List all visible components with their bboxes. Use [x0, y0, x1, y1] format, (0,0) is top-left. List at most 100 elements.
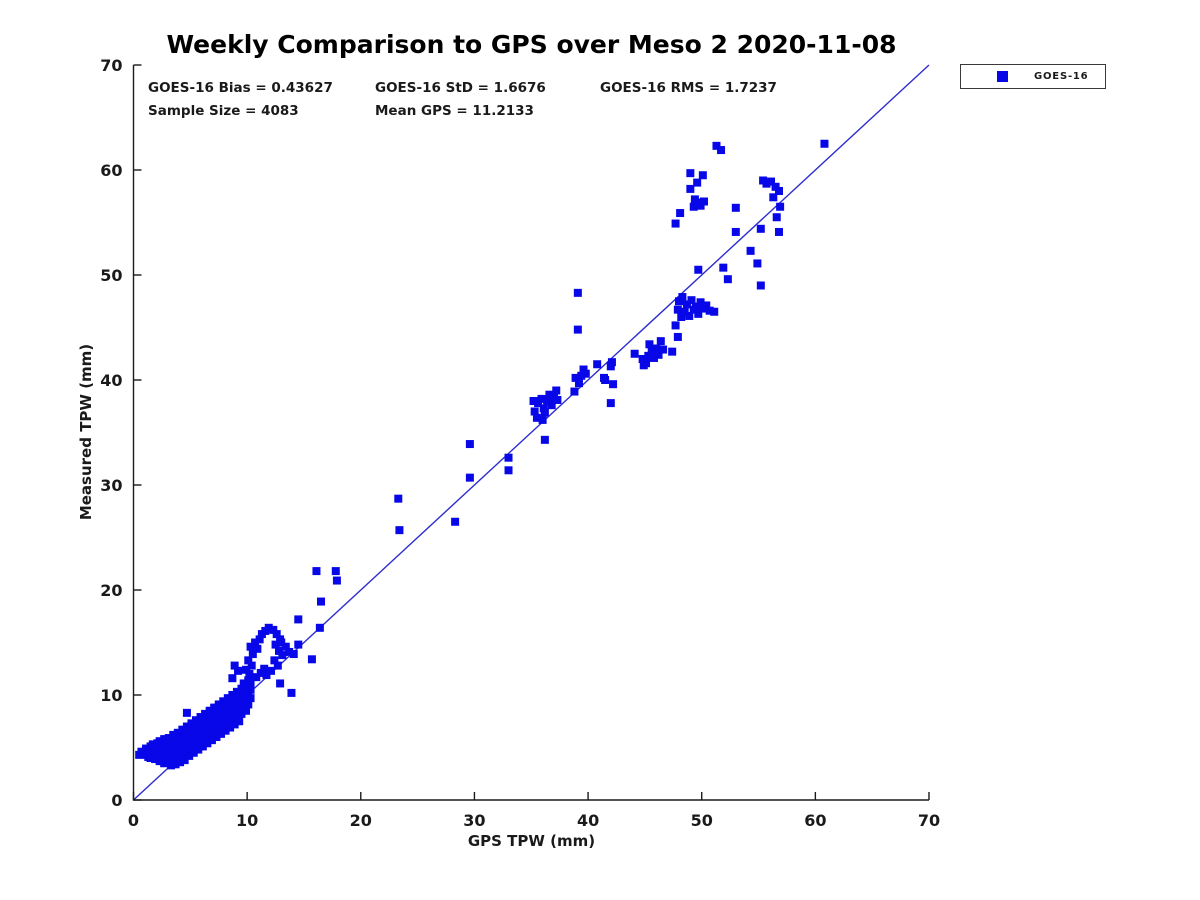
scatter-point	[230, 720, 239, 729]
scatter-point	[294, 640, 303, 649]
scatter-point	[698, 171, 707, 180]
chart-title: Weekly Comparison to GPS over Meso 2 202…	[166, 30, 897, 59]
scatter-point	[248, 650, 257, 659]
scatter-point	[769, 193, 778, 202]
scatter-point	[465, 473, 474, 482]
y-axis-tick-label: 60	[100, 161, 122, 180]
scatter-point	[173, 752, 182, 761]
y-axis-tick-label: 30	[100, 476, 122, 495]
scatter-point	[214, 725, 223, 734]
scatter-point	[317, 597, 326, 606]
scatter-point	[226, 723, 235, 732]
scatter-point	[723, 275, 732, 284]
scatter-point	[540, 408, 549, 417]
scatter-point	[331, 567, 340, 576]
scatter-point	[315, 623, 324, 632]
scatter-point	[644, 351, 653, 360]
scatter-point	[242, 665, 251, 674]
stat-bias: GOES-16 Bias = 0.43627	[148, 80, 333, 96]
scatter-point	[178, 750, 187, 759]
x-axis-tick-label: 70	[918, 811, 940, 830]
y-axis-tick-label: 20	[100, 581, 122, 600]
scatter-point	[762, 179, 771, 188]
x-axis-label: GPS TPW (mm)	[467, 832, 596, 850]
scatter-point	[717, 146, 726, 155]
scatter-point	[702, 301, 711, 310]
scatter-point	[245, 670, 254, 678]
scatter-point	[573, 325, 582, 334]
scatter-point	[232, 713, 241, 722]
scatter-point	[649, 353, 658, 362]
scatter-point	[289, 650, 298, 659]
scatter-point	[820, 139, 829, 148]
scatter-point	[255, 635, 264, 644]
x-axis-tick-label: 50	[691, 811, 713, 830]
scatter-point	[677, 313, 686, 321]
scatter-point	[210, 728, 219, 737]
scatter-point	[753, 259, 762, 268]
scatter-point	[312, 567, 321, 576]
scatter-point	[171, 740, 180, 749]
stat-sample-size: Sample Size = 4083	[148, 103, 299, 119]
scatter-point	[307, 655, 316, 664]
y-axis-tick-label: 70	[100, 56, 122, 75]
scatter-point	[262, 671, 271, 680]
scatter-point	[579, 365, 588, 374]
scatter-point	[182, 747, 191, 756]
scatter-point	[162, 754, 171, 762]
scatter-point	[278, 651, 287, 660]
scatter-point	[694, 309, 703, 318]
scatter-point	[654, 350, 663, 359]
scatter-point	[607, 358, 616, 367]
scatter-point	[606, 362, 615, 371]
scatter-point	[237, 709, 246, 718]
scatter-point	[529, 397, 538, 405]
scatter-point	[676, 209, 685, 218]
scatter-point	[686, 169, 695, 178]
scatter-point	[160, 759, 169, 768]
scatter-point	[581, 369, 590, 378]
scatter-point	[167, 761, 176, 770]
scatter-point	[659, 345, 668, 354]
scatter-point	[260, 664, 269, 673]
scatter-point	[201, 735, 210, 744]
y-axis-label-text: Measured TPW (mm)	[77, 343, 95, 521]
scatter-point	[774, 227, 783, 236]
scatter-point	[552, 386, 561, 395]
scatter-point	[247, 661, 256, 670]
scatter-point	[705, 306, 714, 315]
scatter-point	[696, 201, 705, 210]
legend-marker-square-icon	[997, 71, 1008, 82]
scatter-point	[246, 685, 255, 694]
scatter-point	[196, 738, 205, 747]
scatter-point	[772, 213, 781, 222]
stat-mean-gps: Mean GPS = 11.2133	[375, 103, 534, 119]
scatter-point	[277, 638, 286, 647]
scatter-point	[205, 731, 214, 740]
scatter-point	[710, 307, 719, 316]
scatter-point	[532, 413, 541, 422]
y-axis-tick-label: 10	[100, 686, 122, 705]
scatter-point	[228, 716, 237, 725]
scatter-point	[699, 197, 708, 206]
scatter-point	[593, 360, 602, 369]
scatter-point	[287, 688, 296, 697]
scatter-point	[693, 178, 702, 187]
legend-item-label: GOES-16	[1034, 71, 1089, 82]
scatter-point	[647, 346, 656, 355]
scatter-point	[719, 263, 728, 272]
scatter-point	[246, 678, 255, 687]
scatter-point	[746, 246, 755, 255]
scatter-point	[451, 517, 460, 526]
scatter-point	[185, 751, 194, 760]
scatter-point	[671, 219, 680, 228]
scatter-point	[212, 733, 221, 741]
scatter-point	[180, 756, 189, 765]
scatter-point	[198, 742, 207, 751]
scatter-point	[638, 355, 647, 363]
scatter-point	[639, 361, 648, 370]
legend-box[interactable]: GOES-16	[960, 64, 1106, 89]
scatter-point	[534, 399, 543, 408]
scatter-point	[645, 340, 654, 349]
